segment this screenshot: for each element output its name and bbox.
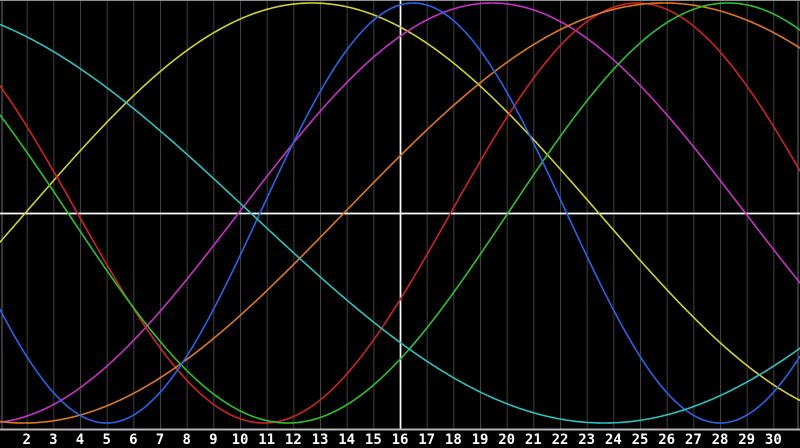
- x-tick-label: 14: [338, 432, 355, 448]
- cycle-33-day-curve: [0, 2, 800, 424]
- x-tick-label: 23: [578, 432, 595, 448]
- x-tick-label: 15: [365, 432, 382, 448]
- x-tick-label: 6: [129, 432, 137, 448]
- x-tick-label: 19: [472, 432, 489, 448]
- x-tick-label: 2: [22, 432, 30, 448]
- x-tick-label: 3: [49, 432, 57, 448]
- x-tick-label: 11: [258, 432, 275, 448]
- x-tick-label: 29: [738, 432, 755, 448]
- x-tick-label: 7: [156, 432, 164, 448]
- cycle-38-day-curve: [0, 2, 800, 423]
- x-tick-label: 16: [392, 432, 409, 448]
- x-tick-label: 22: [552, 432, 569, 448]
- x-tick-label: 13: [312, 432, 329, 448]
- x-tick-label: 8: [182, 432, 190, 448]
- cycle-23-day-curve: [0, 2, 800, 424]
- x-tick-label: 27: [685, 432, 702, 448]
- x-tick-label: 26: [658, 432, 675, 448]
- cycle-48-day-curve: [0, 2, 800, 424]
- x-tick-label: 17: [418, 432, 435, 448]
- cycle-43-day-curve: [0, 2, 800, 402]
- x-tick-label: 9: [209, 432, 217, 448]
- x-tick-label: 4: [76, 432, 84, 448]
- x-tick-label: 30: [765, 432, 782, 448]
- x-tick-label: 24: [605, 432, 622, 448]
- x-tick-label: 21: [525, 432, 542, 448]
- cycle-53-day-curve: [0, 23, 800, 424]
- x-tick-label: 5: [102, 432, 110, 448]
- x-tick-label: 20: [498, 432, 515, 448]
- x-tick-label: 25: [632, 432, 649, 448]
- x-tick-label: 12: [285, 432, 302, 448]
- x-tick-label: 28: [712, 432, 729, 448]
- x-tick-label: 18: [445, 432, 462, 448]
- x-tick-label: 10: [232, 432, 249, 448]
